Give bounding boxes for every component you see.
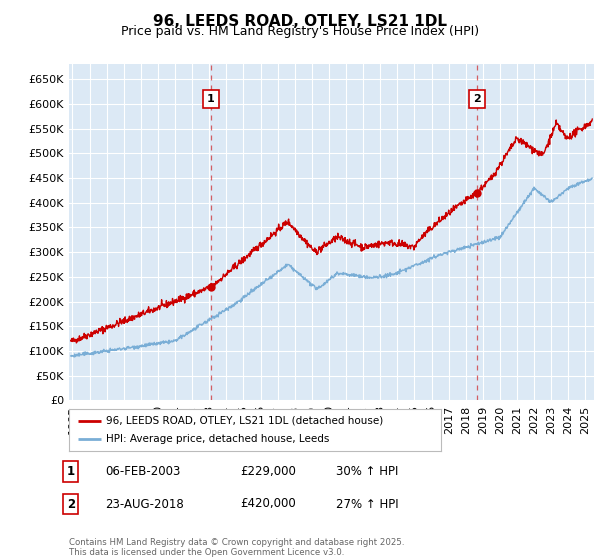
Text: £229,000: £229,000 <box>240 465 296 478</box>
Text: 06-FEB-2003: 06-FEB-2003 <box>105 465 181 478</box>
Text: 2: 2 <box>473 94 481 104</box>
Text: 96, LEEDS ROAD, OTLEY, LS21 1DL (detached house): 96, LEEDS ROAD, OTLEY, LS21 1DL (detache… <box>106 416 383 426</box>
Text: 30% ↑ HPI: 30% ↑ HPI <box>336 465 398 478</box>
Text: 27% ↑ HPI: 27% ↑ HPI <box>336 497 398 511</box>
Text: Price paid vs. HM Land Registry's House Price Index (HPI): Price paid vs. HM Land Registry's House … <box>121 25 479 38</box>
Text: 2: 2 <box>67 497 75 511</box>
Text: 96, LEEDS ROAD, OTLEY, LS21 1DL: 96, LEEDS ROAD, OTLEY, LS21 1DL <box>153 14 447 29</box>
Text: £420,000: £420,000 <box>240 497 296 511</box>
Text: HPI: Average price, detached house, Leeds: HPI: Average price, detached house, Leed… <box>106 434 329 444</box>
Text: 1: 1 <box>67 465 75 478</box>
Text: 23-AUG-2018: 23-AUG-2018 <box>105 497 184 511</box>
Text: Contains HM Land Registry data © Crown copyright and database right 2025.
This d: Contains HM Land Registry data © Crown c… <box>69 538 404 557</box>
Text: 1: 1 <box>207 94 215 104</box>
